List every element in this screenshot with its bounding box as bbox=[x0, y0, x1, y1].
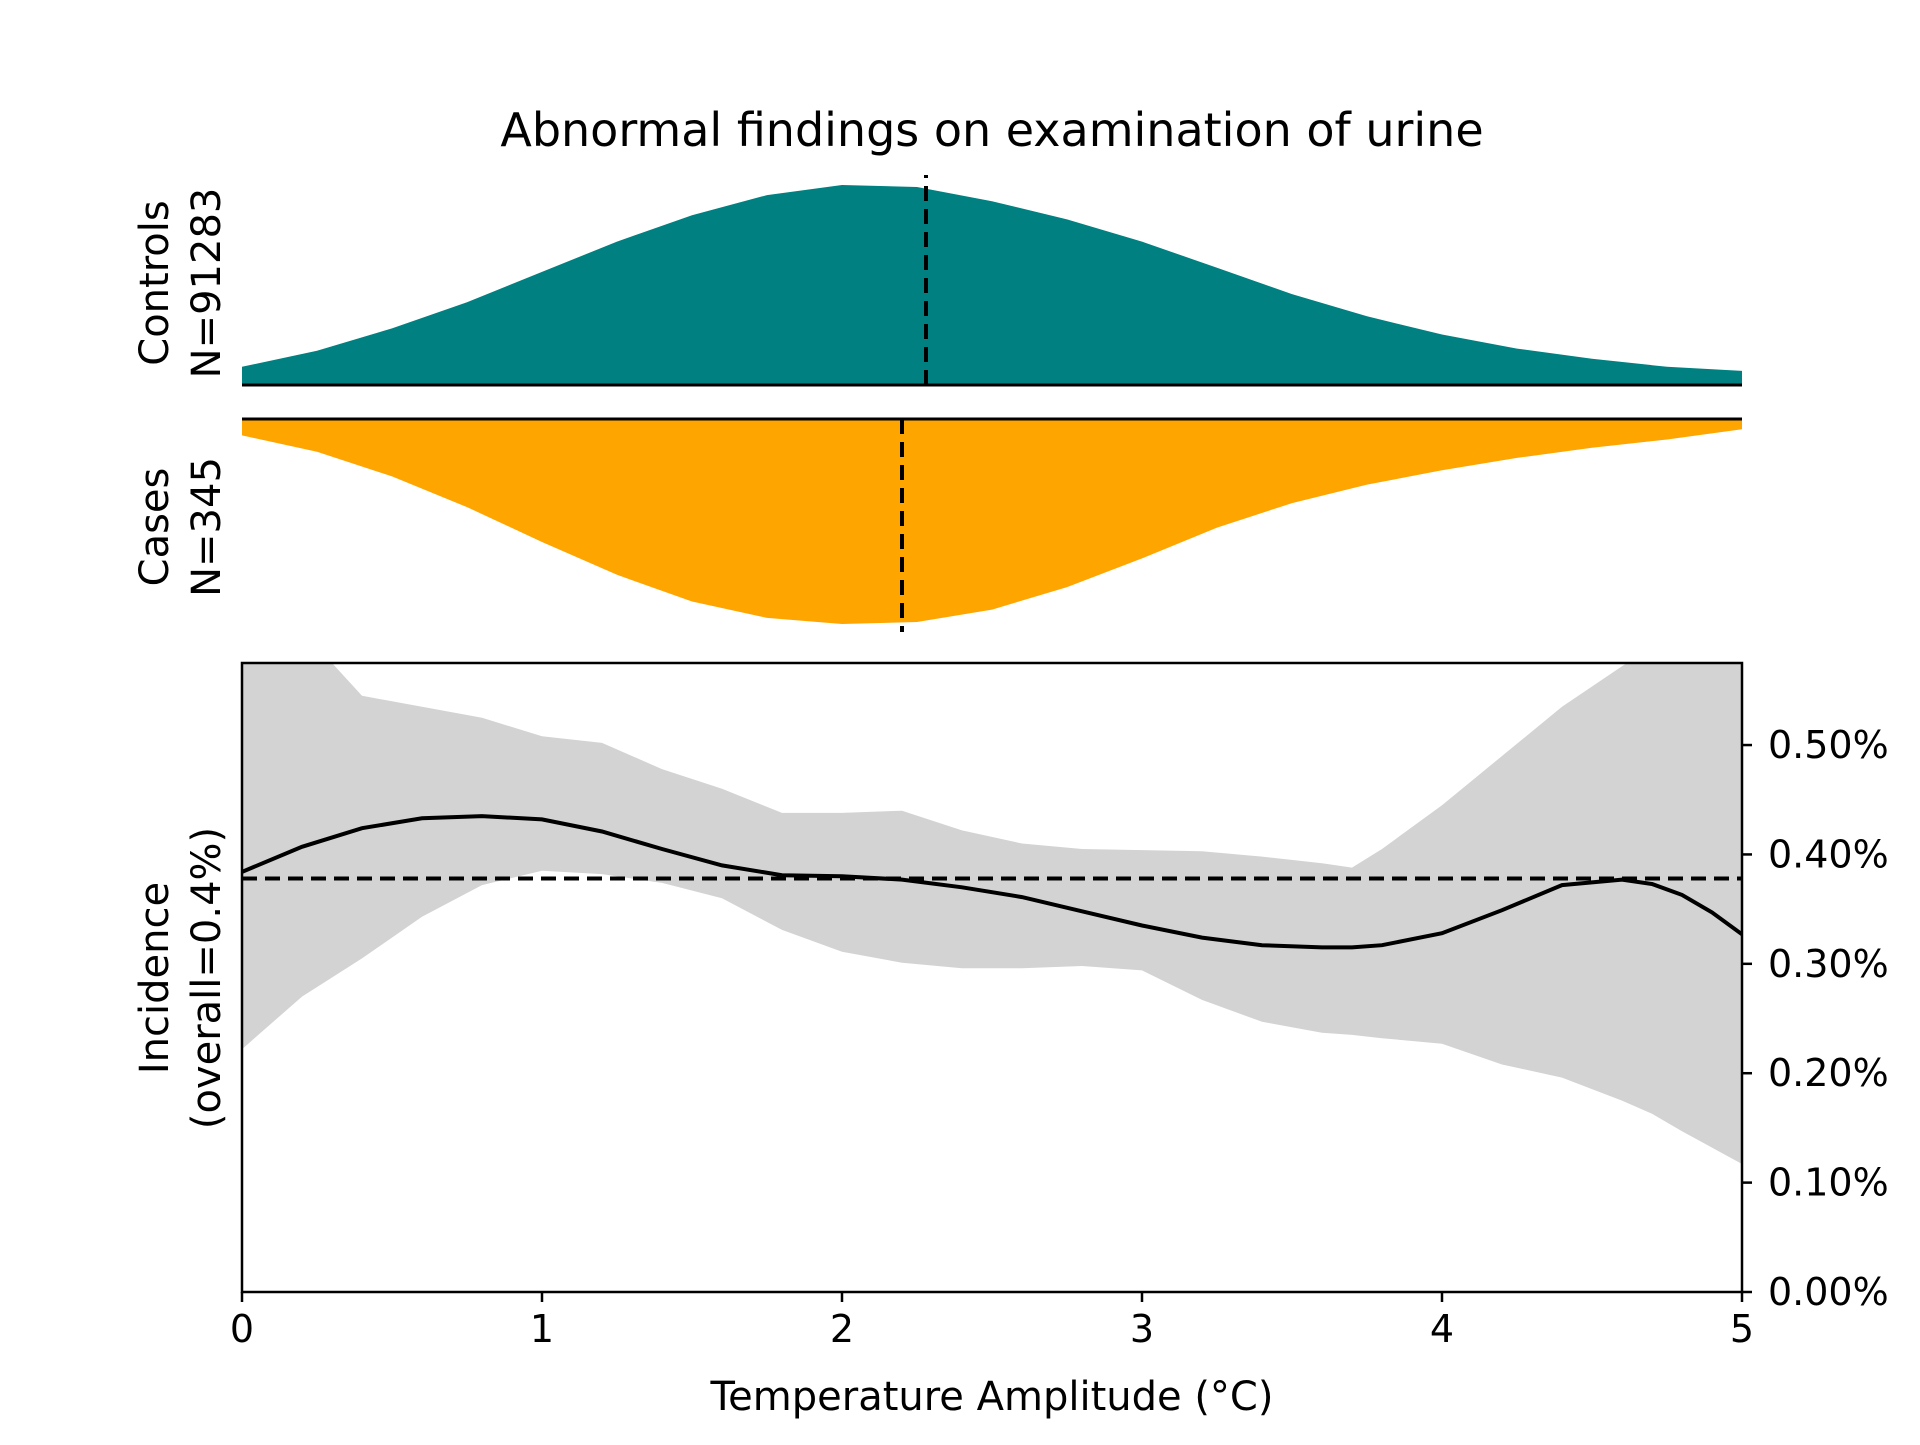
x-axis-label: Temperature Amplitude (°C) bbox=[710, 1374, 1274, 1420]
cases-count: N=345 bbox=[184, 457, 230, 597]
x-tick-label: 1 bbox=[530, 1307, 554, 1351]
incidence-frame bbox=[240, 661, 1744, 1294]
y-tick-label: 0.30% bbox=[1768, 942, 1889, 986]
x-tick-label: 3 bbox=[1130, 1307, 1154, 1351]
controls-count: N=91283 bbox=[184, 188, 230, 379]
controls-panel: Controls N=91283 bbox=[132, 175, 1742, 387]
y-tick-label: 0.40% bbox=[1768, 832, 1889, 876]
incidence-ylabel-note: (overall=0.4%) bbox=[184, 827, 230, 1129]
y-tick-label: 0.50% bbox=[1768, 723, 1889, 767]
incidence-curve bbox=[242, 814, 1742, 950]
controls-density-area bbox=[242, 185, 1742, 385]
y-tick-label: 0.00% bbox=[1768, 1270, 1889, 1314]
cases-density-area bbox=[242, 419, 1742, 624]
confidence-band bbox=[242, 663, 1742, 1164]
x-tick-label: 2 bbox=[830, 1307, 854, 1351]
incidence-panel: 0 1 2 3 4 5 0.00% 0.10% 0.20% 0.30% 0.40% 0.50% In… bbox=[132, 661, 1889, 1420]
incidence-ylabel: Incidence bbox=[132, 882, 178, 1074]
y-tick-label: 0.20% bbox=[1768, 1051, 1889, 1095]
x-tick-label: 4 bbox=[1430, 1307, 1454, 1351]
y-tick-label: 0.10% bbox=[1768, 1161, 1889, 1205]
controls-label: Controls bbox=[132, 200, 178, 365]
x-tick-label: 5 bbox=[1730, 1307, 1754, 1351]
x-axis: 0 1 2 3 4 5 bbox=[230, 1292, 1754, 1351]
x-tick-label: 0 bbox=[230, 1307, 254, 1351]
cases-panel: Cases N=345 bbox=[132, 417, 1742, 632]
cases-label: Cases bbox=[132, 468, 178, 587]
y-axis-right: 0.00% 0.10% 0.20% 0.30% 0.40% 0.50% bbox=[1742, 723, 1889, 1314]
chart-title: Abnormal findings on examination of urin… bbox=[500, 103, 1483, 157]
